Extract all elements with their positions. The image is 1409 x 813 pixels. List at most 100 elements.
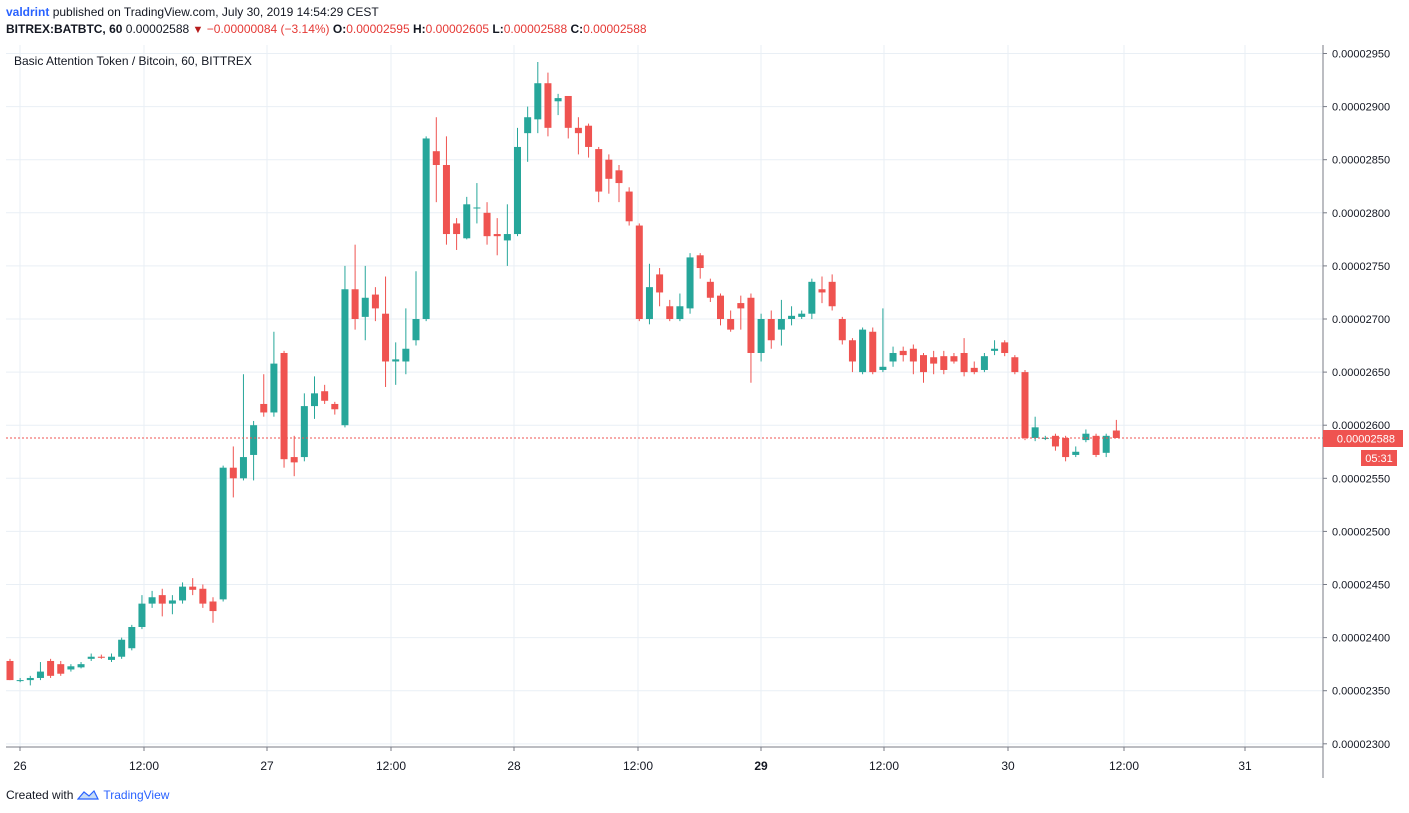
candle	[392, 342, 400, 385]
candle-body	[625, 191, 633, 222]
candle	[645, 263, 653, 325]
candle	[991, 340, 999, 356]
candle-body	[392, 359, 400, 362]
candle-body	[1001, 342, 1009, 353]
publish-info: valdrint published on TradingView.com, J…	[6, 5, 379, 19]
candle	[463, 196, 471, 240]
time-axis: 26 12:00 27 12:00 28 12:00 29 12:00 30 12:00 31	[13, 747, 1252, 773]
candle-body	[1021, 372, 1029, 438]
candle-body	[544, 83, 552, 128]
candle	[838, 316, 846, 345]
candle	[483, 202, 491, 245]
candle-body	[909, 348, 917, 362]
candle-body	[179, 586, 187, 601]
candle	[6, 658, 14, 681]
candle	[503, 204, 511, 266]
candle-body	[788, 315, 796, 320]
candle-body	[36, 671, 44, 678]
time-tick-label: 12:00	[376, 759, 406, 773]
candle-body	[676, 306, 684, 320]
candle	[1072, 446, 1080, 458]
down-arrow-icon: ▼	[192, 24, 204, 36]
price-tick-label: 0.00002950	[1332, 48, 1390, 60]
price-tick-label: 0.00002500	[1332, 526, 1390, 538]
candle-body	[483, 212, 491, 237]
candle-body	[970, 367, 978, 373]
candle-body	[422, 138, 430, 320]
candle	[798, 310, 806, 320]
candle	[757, 313, 765, 362]
author-link[interactable]: valdrint	[6, 5, 50, 19]
candle	[605, 154, 613, 194]
candle	[1031, 416, 1039, 442]
price-tick-label: 0.00002450	[1332, 580, 1390, 592]
candle-body	[402, 348, 410, 362]
candle	[168, 595, 176, 615]
grid-lines	[6, 45, 1323, 747]
candle	[280, 350, 288, 468]
candle-body	[524, 117, 532, 134]
candle	[1082, 429, 1090, 443]
candle	[473, 183, 481, 224]
candle	[828, 274, 836, 311]
candle-body	[696, 255, 704, 269]
last-price: 0.00002588	[125, 22, 190, 36]
candle	[534, 61, 542, 134]
price-tick-label: 0.00002750	[1332, 261, 1390, 273]
candle-body	[219, 467, 227, 600]
candle-body	[239, 457, 247, 479]
candle	[696, 253, 704, 279]
candle	[199, 584, 207, 608]
candle	[47, 658, 55, 678]
candlestick-chart[interactable]: 0.00002950 0.00002900 0.00002850 0.00002800…	[0, 45, 1409, 778]
candle-body	[777, 319, 785, 330]
candle	[1112, 419, 1120, 438]
candle	[920, 352, 927, 383]
candle	[1001, 340, 1009, 357]
price-tick-label: 0.00002900	[1332, 102, 1390, 114]
candle	[1041, 435, 1049, 441]
candle	[909, 344, 917, 375]
candle	[128, 624, 136, 651]
candle-body	[382, 313, 390, 362]
tradingview-link[interactable]: TradingView	[103, 788, 170, 802]
price-tick-label: 0.00002850	[1332, 155, 1390, 167]
low-label: L:	[492, 22, 504, 36]
candle	[361, 265, 369, 341]
time-tick-label: 30	[1001, 759, 1015, 773]
price-tick-label: 0.00002600	[1332, 420, 1390, 432]
candle	[493, 218, 501, 256]
candle	[848, 338, 856, 373]
candle-body	[930, 357, 938, 364]
last-price-tag: 0.00002588	[1323, 430, 1403, 447]
high-label: H:	[412, 22, 426, 36]
candle-body	[290, 457, 298, 463]
tradingview-logo-icon	[77, 789, 100, 800]
candle	[270, 331, 278, 417]
candle-body	[229, 467, 237, 479]
chart-area[interactable]: 0.00002950 0.00002900 0.00002850 0.00002800…	[0, 45, 1409, 778]
candle-body	[138, 603, 146, 627]
candle-body	[280, 352, 288, 460]
candle	[544, 72, 552, 137]
candle	[879, 308, 887, 373]
countdown-label: 05:31	[1365, 453, 1393, 465]
candle	[239, 374, 247, 481]
candle	[148, 590, 156, 608]
candle-body	[47, 660, 55, 676]
candle-body	[920, 355, 927, 373]
candle	[382, 276, 390, 387]
candle	[412, 271, 420, 346]
candle	[300, 393, 308, 462]
candle	[767, 310, 775, 349]
candle-body	[1102, 435, 1110, 453]
candle	[686, 253, 694, 314]
candle	[67, 664, 75, 672]
candle	[341, 265, 349, 428]
candle-body	[26, 677, 34, 681]
candle-body	[940, 356, 948, 370]
candle	[108, 653, 115, 663]
candle-body	[412, 319, 420, 341]
price-tick-label: 0.00002650	[1332, 367, 1390, 379]
candle	[331, 401, 339, 415]
